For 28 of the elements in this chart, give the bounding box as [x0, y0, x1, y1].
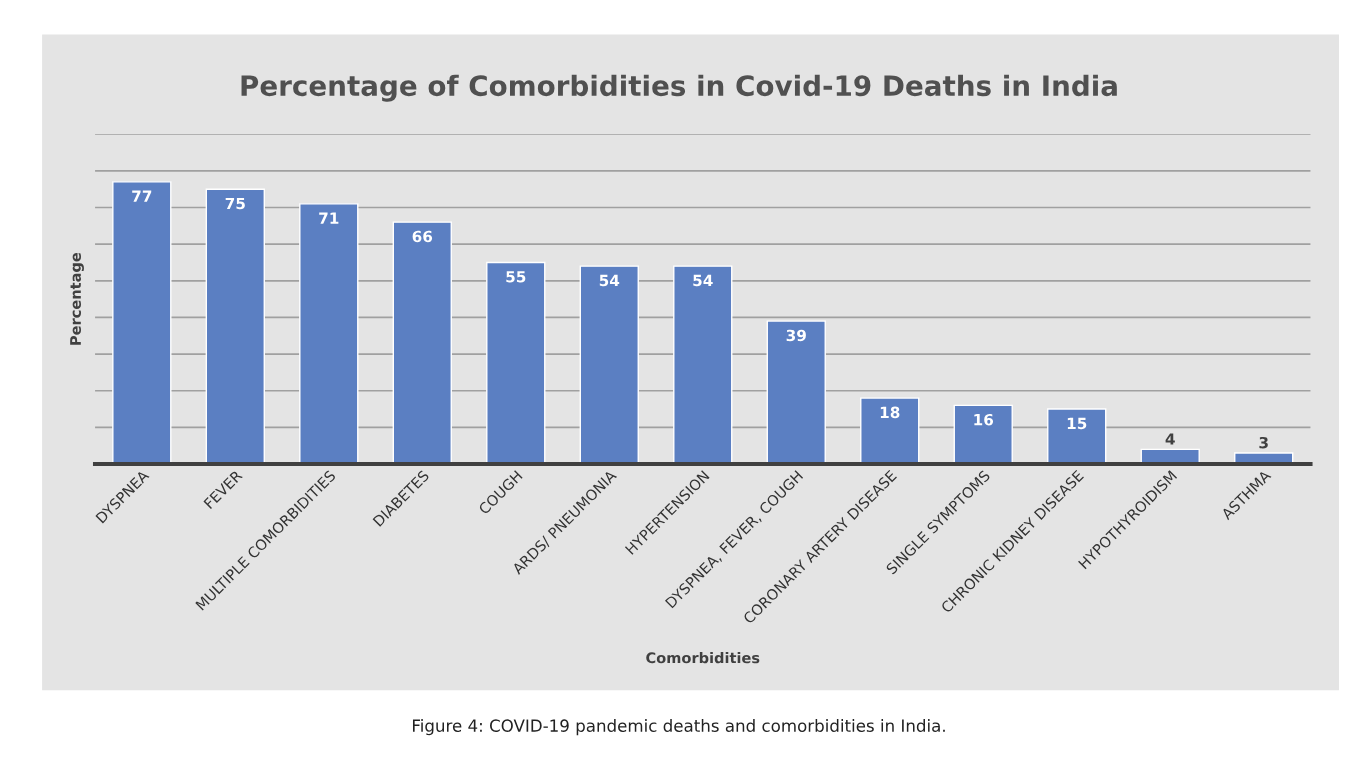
data-label: 15	[1067, 417, 1087, 430]
bar	[766, 320, 826, 465]
data-label: 4	[1165, 433, 1175, 445]
data-label: 54	[693, 274, 713, 287]
data-label: 39	[786, 329, 806, 342]
bar	[392, 221, 452, 465]
bar	[673, 265, 733, 465]
data-label: 66	[412, 230, 433, 243]
bar	[579, 265, 639, 465]
caption: Figure 4: COVID-19 pandemic deaths and comorbidities in India.	[412, 719, 945, 736]
bar	[299, 203, 359, 465]
bar	[112, 181, 172, 465]
data-label: 55	[506, 271, 526, 283]
data-label: 3	[1259, 436, 1268, 449]
bar	[860, 397, 920, 465]
bar	[205, 188, 265, 465]
data-label: 16	[974, 413, 994, 426]
bar	[486, 261, 546, 465]
data-label: 18	[880, 406, 900, 419]
y-axis-title: Percentage	[70, 252, 84, 345]
x-axis-title: Comorbidities	[646, 652, 760, 664]
data-label: 77	[132, 190, 152, 202]
data-label: 75	[225, 197, 245, 210]
chart-title: Percentage of Comorbidities in Covid-19 Deaths in India	[241, 74, 1117, 102]
data-label: 54	[599, 274, 620, 287]
bar	[1047, 408, 1107, 465]
data-label: 71	[319, 212, 339, 224]
bar	[953, 404, 1013, 465]
